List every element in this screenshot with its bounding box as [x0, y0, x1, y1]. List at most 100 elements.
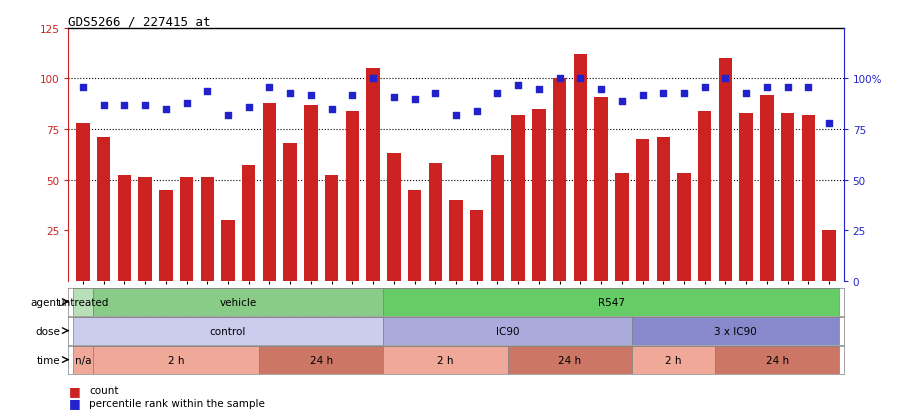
- Bar: [718, 59, 732, 281]
- Bar: [739, 114, 752, 281]
- Bar: [366, 69, 379, 281]
- Text: 3 x IC90: 3 x IC90: [713, 326, 756, 336]
- Point: [241, 104, 256, 111]
- Point: [407, 96, 422, 103]
- Point: [76, 84, 90, 91]
- Point: [572, 76, 587, 83]
- Text: 2 h: 2 h: [665, 355, 681, 365]
- Bar: [780, 114, 793, 281]
- Bar: [262, 104, 276, 281]
- Text: percentile rank within the sample: percentile rank within the sample: [89, 398, 265, 408]
- Bar: [159, 190, 172, 281]
- Bar: [428, 164, 442, 281]
- Point: [282, 90, 297, 97]
- Point: [200, 88, 214, 95]
- Bar: [345, 112, 359, 281]
- Point: [386, 94, 401, 101]
- Bar: [200, 178, 214, 281]
- Text: 24 h: 24 h: [310, 355, 333, 365]
- Bar: [614, 174, 628, 281]
- Point: [261, 84, 276, 91]
- Point: [717, 76, 732, 83]
- Bar: [656, 138, 670, 281]
- Text: 2 h: 2 h: [168, 355, 184, 365]
- Point: [469, 108, 484, 115]
- Text: GDS5266 / 227415_at: GDS5266 / 227415_at: [68, 15, 210, 28]
- Point: [697, 84, 711, 91]
- Point: [324, 106, 339, 113]
- Point: [489, 90, 504, 97]
- Bar: [677, 174, 690, 281]
- Bar: [511, 116, 525, 281]
- Text: vehicle: vehicle: [220, 297, 257, 307]
- Point: [365, 76, 380, 83]
- Bar: [221, 221, 234, 281]
- Bar: [469, 210, 483, 281]
- Bar: [383, 317, 631, 345]
- Point: [510, 82, 525, 89]
- Point: [344, 92, 359, 99]
- Bar: [283, 144, 297, 281]
- Text: ■: ■: [68, 384, 80, 397]
- Text: R547: R547: [598, 297, 624, 307]
- Bar: [822, 230, 834, 281]
- Bar: [77, 123, 89, 281]
- Point: [220, 112, 235, 119]
- Point: [614, 98, 629, 105]
- Bar: [407, 190, 421, 281]
- Bar: [449, 200, 462, 281]
- Bar: [507, 346, 631, 374]
- Bar: [386, 154, 400, 281]
- Point: [780, 84, 794, 91]
- Bar: [631, 317, 838, 345]
- Point: [759, 84, 773, 91]
- Text: time: time: [37, 355, 60, 365]
- Point: [427, 90, 442, 97]
- Bar: [93, 346, 259, 374]
- Bar: [97, 138, 110, 281]
- Point: [800, 84, 814, 91]
- Point: [593, 86, 608, 93]
- Point: [531, 86, 546, 93]
- Bar: [73, 288, 93, 316]
- Text: control: control: [210, 326, 246, 336]
- Bar: [241, 166, 255, 281]
- Point: [635, 92, 650, 99]
- Bar: [714, 346, 838, 374]
- Text: dose: dose: [36, 326, 60, 336]
- Point: [97, 102, 111, 109]
- Bar: [179, 178, 193, 281]
- Text: 2 h: 2 h: [437, 355, 454, 365]
- Bar: [697, 112, 711, 281]
- Bar: [552, 79, 566, 281]
- Point: [179, 100, 194, 107]
- Text: 24 h: 24 h: [558, 355, 581, 365]
- Bar: [138, 178, 151, 281]
- Text: n/a: n/a: [75, 355, 91, 365]
- Text: untreated: untreated: [57, 297, 108, 307]
- Point: [552, 76, 567, 83]
- Bar: [383, 346, 507, 374]
- Bar: [635, 140, 649, 281]
- Text: count: count: [89, 385, 118, 395]
- Point: [448, 112, 463, 119]
- Point: [676, 90, 691, 97]
- Bar: [573, 55, 587, 281]
- Point: [655, 90, 670, 97]
- Text: ■: ■: [68, 396, 80, 409]
- Point: [303, 92, 318, 99]
- Bar: [118, 176, 131, 281]
- Bar: [490, 156, 504, 281]
- Bar: [324, 176, 338, 281]
- Point: [738, 90, 752, 97]
- Point: [821, 120, 835, 127]
- Point: [117, 102, 131, 109]
- Bar: [801, 116, 814, 281]
- Bar: [93, 288, 383, 316]
- Point: [159, 106, 173, 113]
- Bar: [760, 95, 773, 281]
- Bar: [259, 346, 383, 374]
- Bar: [532, 109, 545, 281]
- Bar: [304, 105, 317, 281]
- Bar: [73, 317, 383, 345]
